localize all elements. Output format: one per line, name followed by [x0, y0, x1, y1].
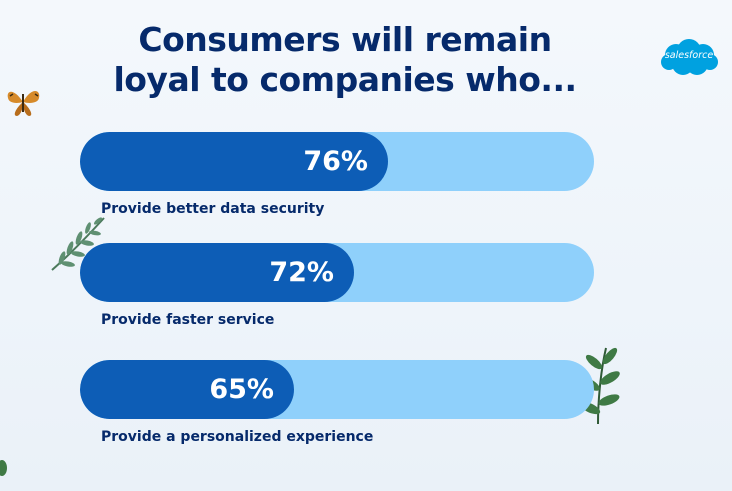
- bar-fill: [80, 132, 388, 191]
- bar-track: 76%: [80, 132, 594, 191]
- cloud-icon: [661, 39, 718, 75]
- bar-category-label: Provide better data security: [101, 201, 325, 217]
- bar-fill: [80, 360, 294, 419]
- salesforce-logo: salesforce: [659, 38, 719, 78]
- chart-title: Consumers will remain loyal to companies…: [0, 20, 690, 100]
- bar-track: 65%: [80, 360, 594, 419]
- bar-value-label: 76%: [303, 146, 368, 177]
- corner-leaf-icon: [0, 460, 7, 476]
- bar-category-label: Provide a personalized experience: [101, 429, 374, 445]
- butterfly-icon: [7, 91, 40, 116]
- title-line-2: loyal to companies who...: [113, 60, 577, 99]
- fern-icon: [51, 217, 105, 271]
- logo-cloud-shape: [661, 39, 718, 75]
- bar-fill: [80, 243, 354, 302]
- bar-value-label: 72%: [269, 257, 334, 288]
- bar-category-label: Provide faster service: [101, 312, 275, 328]
- bar-track: 72%: [80, 243, 594, 302]
- title-line-1: Consumers will remain: [138, 20, 552, 59]
- bar-value-label: 65%: [209, 374, 274, 405]
- logo-text: salesforce: [664, 50, 714, 61]
